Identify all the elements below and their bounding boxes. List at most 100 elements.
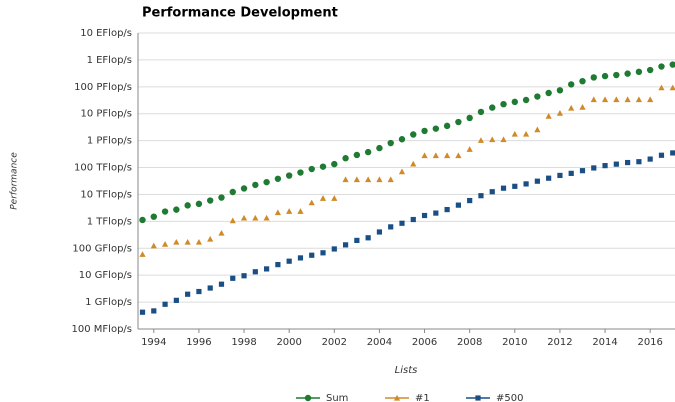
marker [489, 189, 495, 195]
marker [455, 202, 461, 208]
marker [556, 110, 564, 116]
marker [320, 250, 326, 256]
marker [309, 252, 315, 258]
marker [285, 172, 293, 179]
marker [274, 209, 281, 216]
marker [590, 74, 597, 81]
marker [229, 217, 236, 224]
marker [218, 281, 225, 287]
marker [195, 238, 203, 245]
marker [399, 220, 405, 226]
marker [274, 175, 282, 182]
marker [240, 214, 248, 221]
marker [410, 160, 417, 167]
marker [658, 63, 665, 70]
marker [432, 125, 440, 132]
marker [511, 98, 519, 106]
marker [444, 206, 450, 213]
marker [546, 175, 552, 181]
marker [240, 185, 248, 192]
marker [196, 288, 202, 295]
marker [545, 113, 552, 119]
marker [297, 169, 304, 176]
y-tick-label: 10 TFlop/s [80, 189, 132, 200]
marker [443, 122, 451, 130]
y-tick-label: 1 PFlop/s [87, 136, 132, 147]
chart-title: Performance Development [142, 6, 338, 21]
marker [466, 146, 473, 152]
marker [387, 139, 394, 147]
marker [331, 195, 338, 201]
marker [433, 210, 439, 216]
marker [173, 297, 179, 303]
marker [579, 104, 586, 110]
marker [252, 214, 259, 221]
marker [658, 152, 665, 158]
marker [376, 229, 383, 235]
marker [184, 202, 191, 209]
marker [500, 136, 507, 143]
marker [455, 118, 462, 126]
marker [331, 160, 338, 168]
marker [218, 194, 225, 201]
marker [601, 72, 609, 80]
marker [365, 235, 371, 241]
marker [568, 81, 575, 88]
y-tick-label: 10 PFlop/s [80, 109, 132, 120]
marker [522, 96, 530, 104]
marker [500, 100, 507, 108]
x-axis-label: Lists [395, 365, 418, 376]
marker [331, 246, 337, 252]
legend-label: #1 [415, 393, 430, 402]
y-axis-label: Performance [10, 152, 20, 210]
marker [647, 156, 653, 162]
marker [229, 188, 236, 196]
marker [286, 258, 292, 264]
marker [522, 130, 530, 137]
x-tick-label: 2016 [637, 337, 662, 348]
marker [195, 200, 203, 208]
marker [150, 242, 157, 249]
marker [139, 309, 146, 315]
marker [297, 255, 304, 261]
marker [432, 152, 439, 159]
marker [601, 96, 609, 103]
marker [512, 183, 518, 189]
marker [534, 93, 541, 100]
y-tick-label: 10 EFlop/s [80, 28, 132, 39]
marker [475, 395, 481, 401]
marker [590, 96, 597, 103]
marker [304, 394, 312, 402]
marker [534, 126, 541, 133]
marker [184, 238, 191, 245]
marker [342, 155, 349, 162]
x-tick-label: 2006 [412, 337, 437, 348]
x-tick-label: 2008 [457, 337, 482, 348]
marker [308, 165, 315, 173]
marker [161, 240, 169, 247]
y-tick-label: 100 MFlop/s [72, 324, 132, 335]
marker [263, 214, 270, 221]
x-tick-label: 2000 [276, 337, 301, 348]
marker [207, 235, 214, 242]
marker [579, 168, 586, 174]
marker [523, 181, 529, 187]
marker [579, 77, 586, 85]
x-tick-label: 1998 [231, 337, 256, 348]
marker [556, 87, 564, 94]
marker [624, 96, 631, 103]
marker [545, 89, 552, 97]
x-tick-label: 1994 [141, 337, 166, 348]
marker [342, 176, 349, 183]
marker [286, 208, 293, 214]
y-tick-label: 100 TFlop/s [74, 163, 132, 174]
marker [319, 195, 327, 201]
marker [387, 176, 394, 183]
marker [669, 61, 675, 68]
marker [173, 238, 180, 245]
marker [670, 150, 675, 156]
marker [264, 266, 270, 272]
marker [185, 291, 191, 297]
marker [635, 96, 642, 103]
marker [646, 66, 654, 74]
